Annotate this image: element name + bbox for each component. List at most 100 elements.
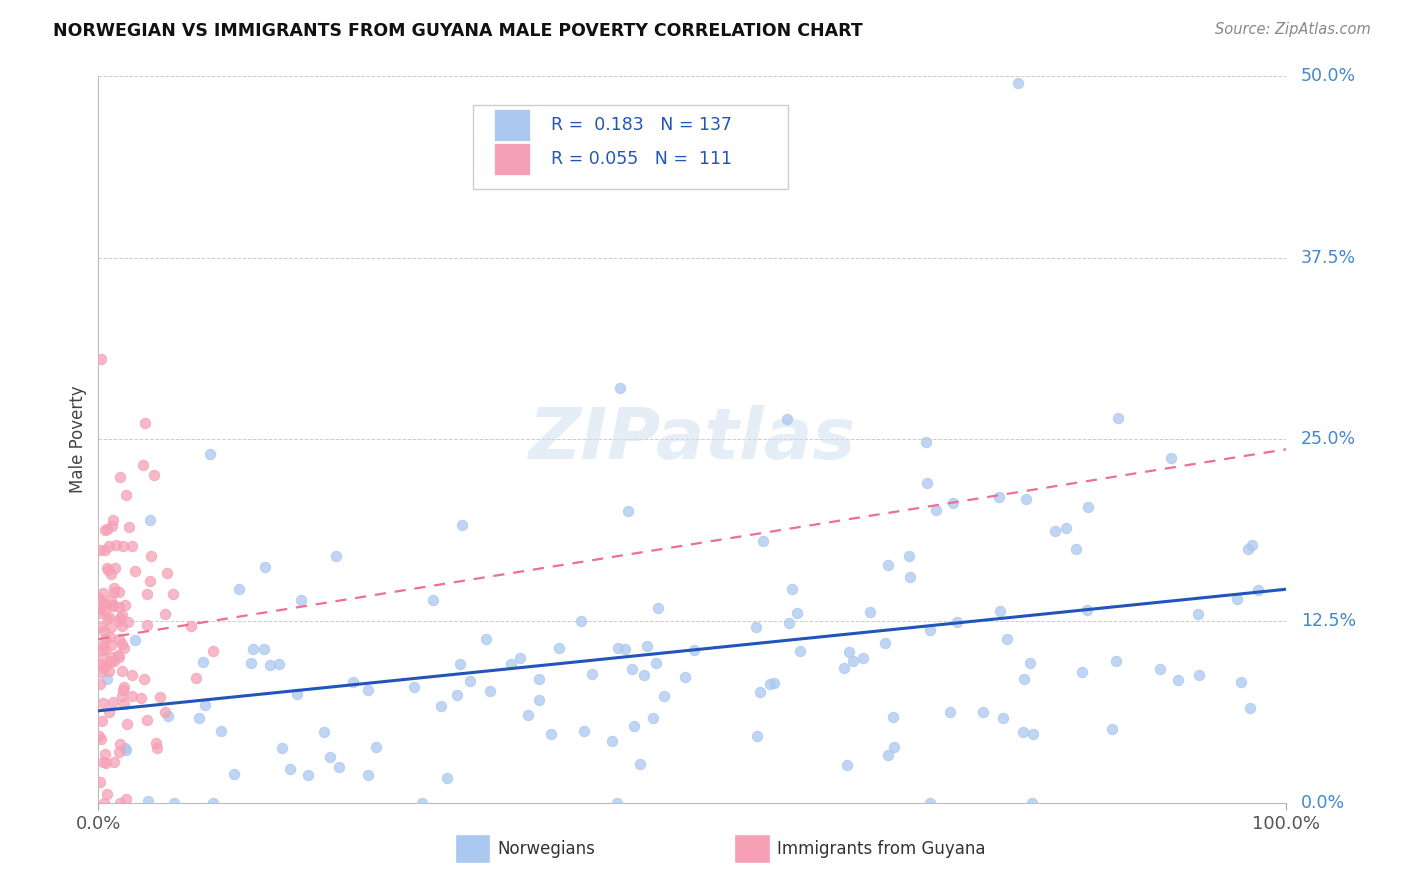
Point xyxy=(572,724,595,739)
Point xyxy=(749,685,772,699)
Point xyxy=(877,747,900,762)
Point xyxy=(775,412,797,426)
Point xyxy=(136,713,159,727)
Text: 50.0%: 50.0% xyxy=(1301,67,1355,85)
Point xyxy=(652,689,675,703)
Point xyxy=(114,740,136,755)
Point xyxy=(111,619,134,633)
Point xyxy=(136,794,159,808)
Point xyxy=(242,641,264,656)
Point xyxy=(101,513,124,527)
Point xyxy=(1043,524,1066,538)
Point xyxy=(162,587,184,601)
Point xyxy=(540,727,562,741)
Point xyxy=(146,741,169,756)
Point xyxy=(1015,492,1038,507)
Point xyxy=(89,607,111,621)
Point xyxy=(312,725,335,739)
Point xyxy=(94,523,117,537)
Point xyxy=(422,593,444,607)
Point xyxy=(112,681,135,695)
Point xyxy=(107,614,129,628)
Point xyxy=(114,791,136,805)
Point xyxy=(628,756,651,771)
Point xyxy=(614,642,637,657)
Point xyxy=(789,644,811,658)
Point xyxy=(112,682,135,697)
Point xyxy=(1105,654,1128,668)
Point xyxy=(89,677,111,691)
Point xyxy=(451,517,474,532)
Point xyxy=(194,698,217,712)
Point xyxy=(132,458,155,472)
Point xyxy=(112,539,135,553)
Point xyxy=(1239,701,1261,715)
Point xyxy=(898,570,921,584)
Point xyxy=(89,729,111,743)
Point xyxy=(94,659,117,673)
Point xyxy=(328,760,350,774)
Point xyxy=(647,601,669,615)
Point xyxy=(269,657,291,672)
FancyBboxPatch shape xyxy=(494,109,530,141)
Y-axis label: Male Poverty: Male Poverty xyxy=(69,385,87,493)
Point xyxy=(108,470,131,484)
Text: 0.0%: 0.0% xyxy=(1301,794,1346,812)
Point xyxy=(118,520,141,534)
Point xyxy=(91,756,114,770)
Point xyxy=(1012,673,1035,687)
Point xyxy=(920,623,942,637)
Point xyxy=(121,539,143,553)
Point xyxy=(449,657,471,672)
Point xyxy=(117,615,139,629)
Point xyxy=(876,558,898,573)
Point xyxy=(747,729,769,743)
Point xyxy=(1149,662,1171,676)
Point xyxy=(995,632,1018,646)
Point xyxy=(988,490,1011,504)
Point xyxy=(1167,673,1189,687)
Point xyxy=(96,612,118,626)
Point xyxy=(111,664,134,678)
Point xyxy=(883,740,905,755)
FancyBboxPatch shape xyxy=(494,143,530,176)
Point xyxy=(1018,656,1040,670)
Point xyxy=(645,656,668,670)
Point xyxy=(278,762,301,776)
Point xyxy=(97,563,120,577)
Point xyxy=(852,651,875,665)
Point xyxy=(201,796,224,810)
Point xyxy=(270,741,292,756)
Point xyxy=(898,549,921,563)
Text: NORWEGIAN VS IMMIGRANTS FROM GUYANA MALE POVERTY CORRELATION CHART: NORWEGIAN VS IMMIGRANTS FROM GUYANA MALE… xyxy=(53,22,863,40)
Point xyxy=(105,538,128,552)
Point xyxy=(633,667,655,681)
Point xyxy=(93,796,115,810)
Point xyxy=(297,767,319,781)
Point xyxy=(96,522,118,536)
Point xyxy=(1021,796,1043,810)
Point xyxy=(90,665,112,679)
Text: ZIPatlas: ZIPatlas xyxy=(529,405,856,474)
Point xyxy=(89,543,111,558)
Point xyxy=(90,352,112,367)
Point xyxy=(94,632,117,647)
Point xyxy=(1246,582,1268,597)
Point xyxy=(191,655,214,669)
Point xyxy=(1064,541,1087,556)
Point xyxy=(111,607,134,622)
Point xyxy=(1187,607,1209,621)
Point xyxy=(200,447,222,461)
Point xyxy=(100,655,122,669)
Point xyxy=(90,601,112,615)
Point xyxy=(96,787,118,801)
Point xyxy=(101,599,124,614)
Point xyxy=(103,655,125,669)
Point xyxy=(139,549,162,564)
Point xyxy=(89,593,111,607)
Point xyxy=(115,717,138,731)
Point xyxy=(1076,603,1098,617)
Point xyxy=(184,672,207,686)
Point xyxy=(93,603,115,617)
Point xyxy=(479,684,502,698)
